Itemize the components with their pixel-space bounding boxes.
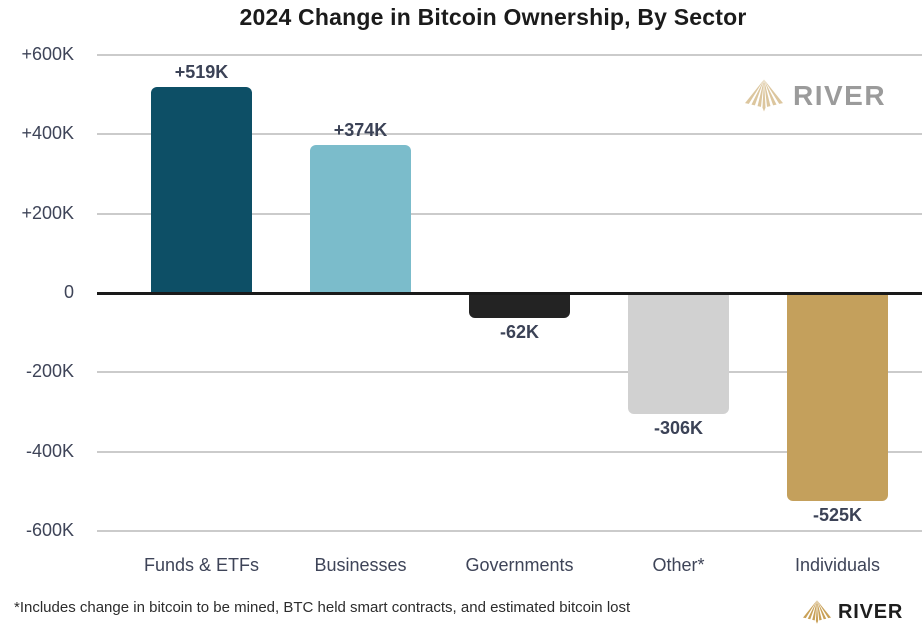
- x-category-label: Governments: [465, 555, 574, 575]
- y-tick-label: -600K: [25, 519, 74, 540]
- chart-title: 2024 Change in Bitcoin Ownership, By Sec…: [239, 4, 747, 30]
- x-category-label: Individuals: [794, 555, 881, 575]
- river-delta-icon: [745, 79, 783, 112]
- y-tick-label: +400K: [21, 123, 74, 144]
- gridline: [97, 450, 922, 453]
- x-category-label: Businesses: [314, 555, 407, 575]
- gridline: [97, 54, 922, 56]
- river-logo-text-bottom: RIVER: [838, 600, 904, 623]
- x-category-label: Other*: [652, 555, 705, 575]
- bar-value-label: -306K: [653, 418, 704, 439]
- bar-value-label: -525K: [812, 505, 863, 526]
- bar: [787, 293, 888, 502]
- river-logo-top: RIVER: [745, 78, 886, 113]
- bar-value-label: +519K: [174, 62, 229, 83]
- gridline: [97, 529, 922, 532]
- y-tick-label: +600K: [21, 44, 74, 64]
- gridline: [97, 371, 922, 374]
- y-tick-label: -200K: [25, 361, 74, 382]
- bar-value-label: +374K: [333, 119, 388, 140]
- y-tick-label: 0: [63, 282, 74, 302]
- bar: [151, 87, 252, 293]
- bar: [469, 293, 570, 318]
- river-logo-bottom: RIVER: [803, 599, 903, 625]
- zero-axis-line: [97, 291, 922, 295]
- river-delta-icon: [803, 600, 831, 624]
- y-tick-label: -400K: [25, 440, 74, 461]
- y-tick-label: +200K: [21, 202, 74, 223]
- bar-value-label: -62K: [499, 321, 539, 342]
- river-logo-text-top: RIVER: [793, 79, 887, 111]
- chart-footnote: *Includes change in bitcoin to be mined,…: [14, 599, 631, 616]
- gridline: [97, 133, 922, 136]
- x-category-label: Funds & ETFs: [143, 555, 260, 575]
- bar: [310, 144, 411, 293]
- bar: [628, 293, 729, 415]
- gridline: [97, 212, 922, 215]
